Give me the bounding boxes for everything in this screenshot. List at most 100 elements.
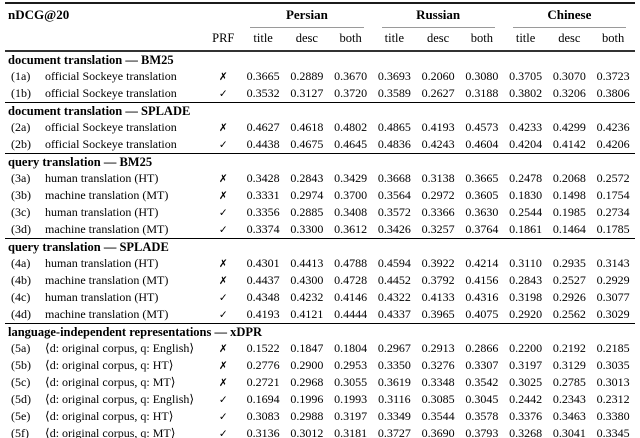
section-header-row: document translation — BM25 xyxy=(5,51,635,68)
table-row: (3c) human translation (HT) ✓ 0.3356 0.2885 0… xyxy=(5,204,635,221)
score-cell: 0.3544 xyxy=(421,409,455,423)
prf-cell: ✓ xyxy=(205,425,241,438)
score-cell: 0.2953 xyxy=(334,358,368,372)
prf-cell: ✗ xyxy=(205,272,241,289)
score-cell: 0.3463 xyxy=(552,409,586,423)
score-cell: 0.2343 xyxy=(552,392,586,406)
prf-cell: ✓ xyxy=(205,289,241,306)
row-label: machine translation (MT) xyxy=(45,273,169,287)
score-cell: 0.3116 xyxy=(378,392,411,406)
score-cell: 0.3025 xyxy=(509,375,543,389)
table-row: (4b) machine translation (MT) ✗ 0.4437 0.430… xyxy=(5,272,635,289)
prf-cell: ✓ xyxy=(205,221,241,239)
section-header-label: language-independent representations — x… xyxy=(5,323,635,340)
table-body: document translation — BM25 (1a) official … xyxy=(5,51,635,438)
score-cell: 0.4413 xyxy=(290,256,324,270)
col-header-title: title xyxy=(241,28,285,52)
col-header-title: title xyxy=(372,28,417,52)
prf-cross-icon: ✗ xyxy=(218,275,228,287)
score-cell: 0.1754 xyxy=(596,188,630,202)
score-cell: 0.3380 xyxy=(596,409,630,423)
prf-check-icon: ✓ xyxy=(218,428,228,438)
table-row: (4a) human translation (HT) ✗ 0.4301 0.4413 0… xyxy=(5,255,635,272)
score-cell: 0.3806 xyxy=(596,86,630,100)
section-header-row: query translation — BM25 xyxy=(5,153,635,170)
score-cell: 0.3110 xyxy=(509,256,542,270)
row-label: ⟨d: original corpus, q: HT⟩ xyxy=(45,358,174,372)
score-cell: 0.3206 xyxy=(552,86,586,100)
score-cell: 0.4322 xyxy=(377,290,411,304)
score-cell: 0.3922 xyxy=(421,256,455,270)
score-cell: 0.3143 xyxy=(596,256,630,270)
score-cell: 0.2968 xyxy=(290,375,324,389)
score-cell: 0.4214 xyxy=(465,256,499,270)
score-cell: 0.3070 xyxy=(552,69,586,83)
row-id: (5a) xyxy=(11,341,31,355)
section-header-row: document translation — SPLADE xyxy=(5,102,635,119)
group-header-row: nDCG@20 Persian Russian Chinese xyxy=(5,3,635,28)
col-header-both: both xyxy=(459,28,504,52)
score-cell: 0.4802 xyxy=(334,120,368,134)
col-header-both: both xyxy=(591,28,635,52)
prf-check-icon: ✓ xyxy=(218,139,228,151)
section-header-label: query translation — BM25 xyxy=(5,153,635,170)
score-cell: 0.2627 xyxy=(421,86,455,100)
score-cell: 0.2913 xyxy=(421,341,455,355)
score-cell: 0.1464 xyxy=(552,222,586,236)
score-cell: 0.2785 xyxy=(552,375,586,389)
prf-check-icon: ✓ xyxy=(218,207,228,219)
row-label: human translation (HT) xyxy=(45,256,159,270)
row-id: (5d) xyxy=(11,392,31,406)
prf-cross-icon: ✗ xyxy=(218,258,228,270)
score-cell: 0.3356 xyxy=(246,205,280,219)
score-cell: 0.2926 xyxy=(552,290,586,304)
score-cell: 0.3670 xyxy=(334,69,368,83)
score-cell: 0.3572 xyxy=(377,205,411,219)
score-cell: 0.3690 xyxy=(421,426,455,438)
prf-cross-icon: ✗ xyxy=(218,122,228,134)
col-header-desc: desc xyxy=(416,28,460,52)
score-cell: 0.4233 xyxy=(509,120,543,134)
row-id: (1a) xyxy=(11,69,31,83)
row-id: (5f) xyxy=(11,426,29,438)
row-id: (2b) xyxy=(11,137,31,151)
score-cell: 0.3792 xyxy=(421,273,455,287)
table-row: (3d) machine translation (MT) ✓ 0.3374 0.330… xyxy=(5,221,635,239)
section-header-row: language-independent representations — x… xyxy=(5,323,635,340)
score-cell: 0.3041 xyxy=(552,426,586,438)
score-cell: 0.4299 xyxy=(552,120,586,134)
prf-check-icon: ✓ xyxy=(218,309,228,321)
score-cell: 0.3345 xyxy=(596,426,630,438)
score-cell: 0.4348 xyxy=(246,290,280,304)
score-cell: 0.3564 xyxy=(377,188,411,202)
score-cell: 0.3376 xyxy=(509,409,543,423)
score-cell: 0.4788 xyxy=(334,256,368,270)
score-cell: 0.2721 xyxy=(246,375,280,389)
prf-cell: ✓ xyxy=(205,408,241,425)
prf-cell: ✗ xyxy=(205,255,241,272)
score-cell: 0.1996 xyxy=(290,392,324,406)
score-cell: 0.3428 xyxy=(246,171,280,185)
score-cell: 0.2527 xyxy=(552,273,586,287)
score-cell: 0.3029 xyxy=(596,307,630,321)
score-cell: 0.2060 xyxy=(421,69,455,83)
score-cell: 0.2442 xyxy=(509,392,543,406)
row-label: official Sockeye translation xyxy=(45,120,177,134)
score-cell: 0.3668 xyxy=(377,171,411,185)
table-row: (5f) ⟨d: original corpus, q: MT⟩ ✓ 0.3136 0.… xyxy=(5,425,635,438)
score-cell: 0.2974 xyxy=(290,188,324,202)
score-cell: 0.4604 xyxy=(465,137,499,151)
table-row: (1b) official Sockeye translation ✓ 0.3532 0… xyxy=(5,85,635,103)
score-cell: 0.4075 xyxy=(465,307,499,321)
table-row: (5e) ⟨d: original corpus, q: HT⟩ ✓ 0.3083 0.… xyxy=(5,408,635,425)
table-row: (3b) machine translation (MT) ✗ 0.3331 0.297… xyxy=(5,187,635,204)
score-cell: 0.3136 xyxy=(246,426,280,438)
section-header-label: document translation — BM25 xyxy=(8,53,174,67)
row-id: (2a) xyxy=(11,120,31,134)
score-cell: 0.3035 xyxy=(596,358,630,372)
score-cell: 0.3720 xyxy=(334,86,368,100)
prf-cell: ✓ xyxy=(205,204,241,221)
score-cell: 0.2843 xyxy=(290,171,324,185)
score-cell: 0.2972 xyxy=(421,188,455,202)
score-cell: 0.3429 xyxy=(334,171,368,185)
